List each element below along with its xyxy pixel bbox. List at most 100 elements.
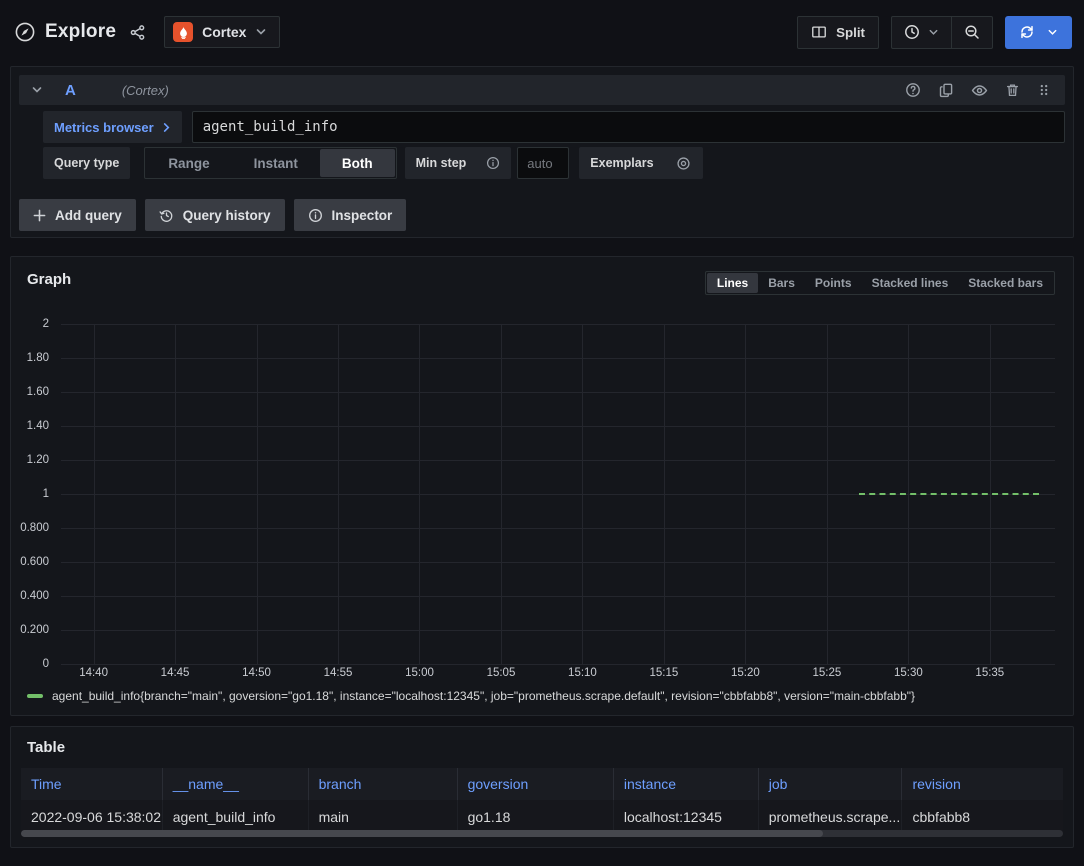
split-pane-icon xyxy=(811,24,827,40)
datasource-name: Cortex xyxy=(202,24,246,40)
grid-line-vertical xyxy=(827,324,828,664)
query-expression-input[interactable] xyxy=(192,111,1065,143)
y-axis-labels: 21.801.601.401.2010.8000.6000.4000.2000 xyxy=(11,324,55,664)
info-circle-icon[interactable] xyxy=(486,156,500,170)
y-axis-tick-label: 0.600 xyxy=(20,556,49,568)
grid-line-horizontal xyxy=(61,562,1055,563)
eye-icon[interactable] xyxy=(971,82,988,99)
x-axis-tick-label: 15:00 xyxy=(405,667,434,679)
y-axis-tick-label: 1.80 xyxy=(27,352,49,364)
inspector-label: Inspector xyxy=(332,208,393,223)
cell-name: agent_build_info xyxy=(163,800,309,834)
mode-stacked-lines[interactable]: Stacked lines xyxy=(862,273,959,293)
grid-line-horizontal xyxy=(61,392,1055,393)
column-header-goversion[interactable]: goversion xyxy=(458,768,614,800)
query-history-button[interactable]: Query history xyxy=(145,199,285,231)
add-query-label: Add query xyxy=(55,208,122,223)
grid-line-horizontal xyxy=(61,460,1055,461)
search-minus-icon xyxy=(964,24,980,40)
table-scrollbar-track[interactable] xyxy=(21,830,1063,837)
graph-title: Graph xyxy=(27,271,71,288)
exemplars-toggle[interactable]: Exemplars xyxy=(579,147,702,179)
y-axis-tick-label: 0.200 xyxy=(20,624,49,636)
y-axis-tick-label: 1.60 xyxy=(27,386,49,398)
grid-line-vertical xyxy=(175,324,176,664)
grid-line-horizontal xyxy=(61,630,1055,631)
legend-series-label[interactable]: agent_build_info{branch="main", goversio… xyxy=(52,689,915,703)
table-panel: Table Time __name__ branch goversion ins… xyxy=(10,726,1074,848)
table-row: 2022-09-06 15:38:02 agent_build_info mai… xyxy=(21,800,1063,834)
cell-job: prometheus.scrape.... xyxy=(759,800,903,834)
column-header-instance[interactable]: instance xyxy=(614,768,759,800)
y-axis-tick-label: 2 xyxy=(43,318,49,330)
graph-header: Graph Lines Bars Points Stacked lines St… xyxy=(11,257,1073,295)
share-icon[interactable] xyxy=(129,24,146,41)
drag-handle-icon[interactable] xyxy=(1037,82,1051,98)
split-button[interactable]: Split xyxy=(797,16,879,49)
sync-icon xyxy=(1019,24,1035,40)
query-row-header: A (Cortex) xyxy=(19,75,1065,105)
x-axis-tick-label: 14:45 xyxy=(161,667,190,679)
grid-line-vertical xyxy=(745,324,746,664)
grid-line-horizontal xyxy=(61,426,1055,427)
mode-points[interactable]: Points xyxy=(805,273,862,293)
time-picker-button[interactable] xyxy=(892,17,951,48)
split-label: Split xyxy=(836,25,865,40)
trash-icon[interactable] xyxy=(1005,82,1020,98)
cell-revision: cbbfabb8 xyxy=(902,800,1062,834)
mode-stacked-bars[interactable]: Stacked bars xyxy=(958,273,1053,293)
explore-page: Explore Cortex xyxy=(0,0,1084,848)
metrics-browser-label: Metrics browser xyxy=(54,120,154,135)
x-axis-tick-label: 14:50 xyxy=(242,667,271,679)
grid-line-horizontal xyxy=(61,358,1055,359)
y-axis-tick-label: 0.400 xyxy=(20,590,49,602)
x-axis-tick-label: 15:25 xyxy=(812,667,841,679)
mode-bars[interactable]: Bars xyxy=(758,273,805,293)
min-step-input[interactable] xyxy=(517,147,569,179)
grid-line-vertical xyxy=(419,324,420,664)
mode-lines[interactable]: Lines xyxy=(707,273,758,293)
explore-brand: Explore xyxy=(14,21,146,43)
column-header-job[interactable]: job xyxy=(759,768,903,800)
query-type-toggle: Range Instant Both xyxy=(144,147,396,179)
grid-line-horizontal xyxy=(61,528,1055,529)
legend-swatch[interactable] xyxy=(27,694,43,698)
collapse-chevron-icon[interactable] xyxy=(31,84,43,96)
query-type-option-range[interactable]: Range xyxy=(146,149,231,177)
datasource-picker[interactable]: Cortex xyxy=(164,16,280,48)
x-axis-tick-label: 14:55 xyxy=(324,667,353,679)
chevron-down-icon[interactable] xyxy=(1039,27,1066,38)
query-editor-panel: A (Cortex) xyxy=(10,66,1074,238)
cell-branch: main xyxy=(309,800,458,834)
chevron-down-icon xyxy=(255,26,267,38)
grid-line-vertical xyxy=(338,324,339,664)
copy-query-icon[interactable] xyxy=(938,82,954,98)
prometheus-flame-icon xyxy=(173,22,193,42)
grid-line-horizontal xyxy=(61,596,1055,597)
grid-line-vertical xyxy=(257,324,258,664)
plus-icon xyxy=(33,209,46,222)
add-query-button[interactable]: Add query xyxy=(19,199,136,231)
help-icon[interactable] xyxy=(905,82,921,98)
x-axis-tick-label: 15:35 xyxy=(975,667,1004,679)
run-query-button[interactable] xyxy=(1005,16,1072,49)
page-title: Explore xyxy=(45,21,116,43)
toolbar-actions: Split xyxy=(797,16,1072,49)
column-header-time[interactable]: Time xyxy=(21,768,163,800)
table-scrollbar-thumb[interactable] xyxy=(21,830,823,837)
x-axis-tick-label: 15:20 xyxy=(731,667,760,679)
zoom-out-button[interactable] xyxy=(951,17,992,48)
x-axis-tick-label: 15:30 xyxy=(894,667,923,679)
exemplars-label: Exemplars xyxy=(590,156,653,170)
grid-line-vertical xyxy=(94,324,95,664)
metrics-browser-button[interactable]: Metrics browser xyxy=(43,111,182,143)
query-type-option-instant[interactable]: Instant xyxy=(232,149,320,177)
column-header-name[interactable]: __name__ xyxy=(163,768,309,800)
chevron-right-icon xyxy=(162,122,171,133)
plot-area[interactable] xyxy=(61,324,1055,664)
inspector-button[interactable]: Inspector xyxy=(294,199,407,231)
graph-mode-toggle: Lines Bars Points Stacked lines Stacked … xyxy=(705,271,1055,295)
query-type-option-both[interactable]: Both xyxy=(320,149,395,177)
column-header-revision[interactable]: revision xyxy=(902,768,1062,800)
column-header-branch[interactable]: branch xyxy=(309,768,458,800)
